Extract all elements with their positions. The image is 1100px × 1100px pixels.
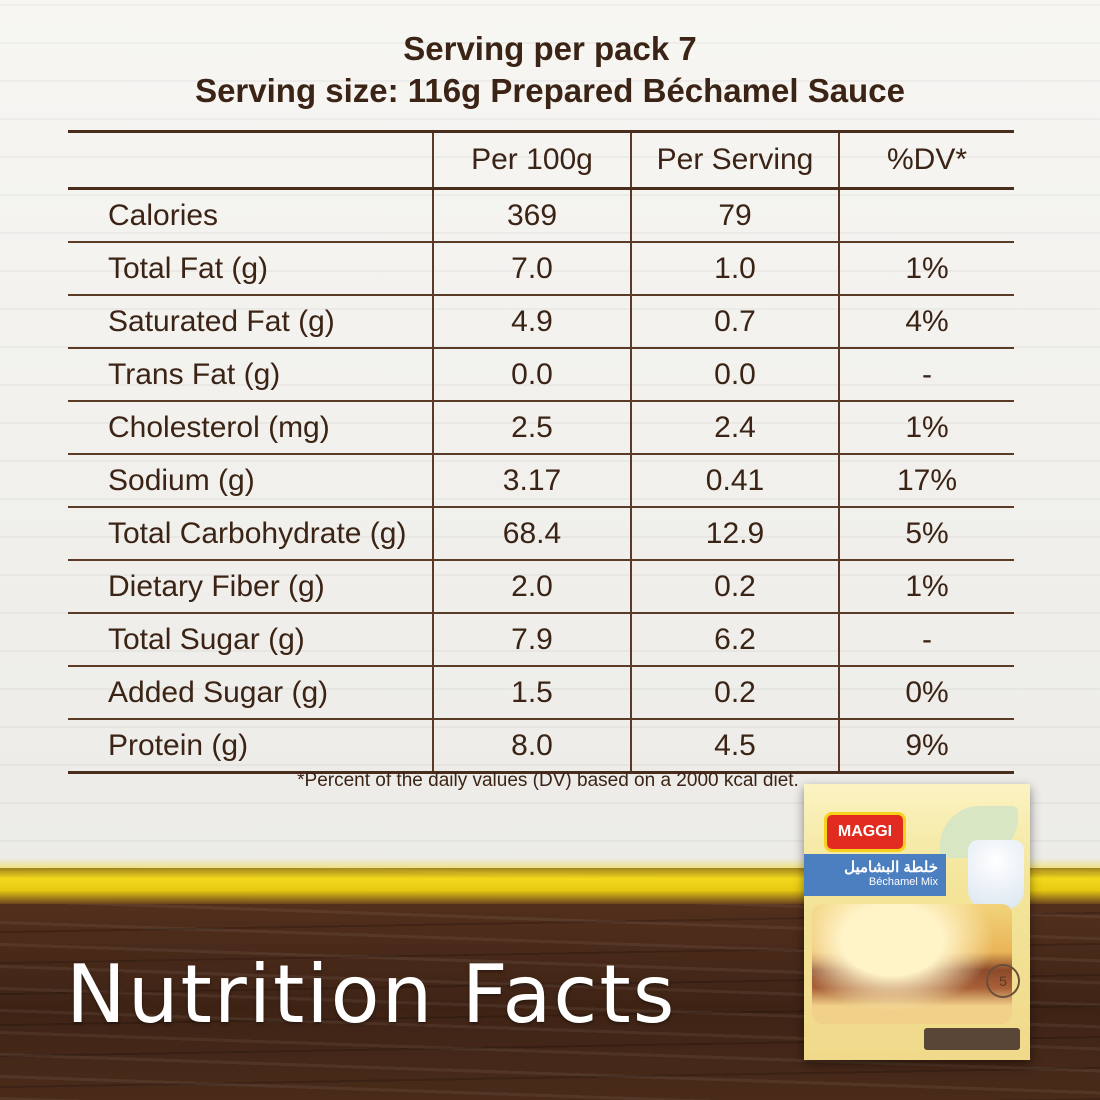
table-row: Dietary Fiber (g) 2.0 0.2 1%: [68, 560, 1014, 613]
value-per-serving: 2.4: [630, 401, 839, 454]
table-row: Total Fat (g) 7.0 1.0 1%: [68, 242, 1014, 295]
servings-per-pack: Serving per pack 7: [403, 30, 697, 67]
value-per-100g: 2.0: [432, 560, 631, 613]
timer-icon: 5: [986, 964, 1020, 998]
nutrient-label: Added Sugar (g): [108, 675, 329, 709]
brand-logo: MAGGI: [824, 812, 906, 852]
value-dv: 4%: [838, 295, 1014, 348]
table-row: Total Carbohydrate (g) 68.4 12.9 5%: [68, 507, 1014, 560]
nutrient-label: Total Fat (g): [108, 251, 269, 285]
product-name-english: Béchamel Mix: [868, 876, 938, 888]
table-row: Trans Fat (g) 0.0 0.0-: [68, 348, 1014, 401]
nutrition-strip: [924, 1028, 1020, 1050]
value-dv: -: [838, 348, 1014, 401]
table-row: Protein (g) 8.0 4.5 9%: [68, 719, 1014, 773]
value-dv: 1%: [838, 401, 1014, 454]
value-per-serving: 0.41: [630, 454, 839, 507]
product-pack-image: MAGGI خلطة البشاميل Béchamel Mix 5: [804, 784, 1030, 1060]
header-per-100g: Per 100g: [432, 131, 631, 189]
table-row: Sodium (g) 3.17 0.41 17%: [68, 454, 1014, 507]
value-per-serving: 6.2: [630, 613, 839, 666]
value-per-100g: 2.5: [432, 401, 631, 454]
value-per-100g: 369: [432, 188, 631, 242]
value-dv: 9%: [838, 719, 1014, 773]
value-per-serving: 0.2: [630, 666, 839, 719]
nutrient-label: Saturated Fat (g): [108, 304, 335, 338]
nutrient-label: Total Carbohydrate (g): [108, 516, 407, 550]
nutrient-label: Sodium (g): [108, 463, 255, 497]
header-empty: [68, 132, 433, 189]
value-per-100g: 7.0: [432, 242, 631, 295]
value-per-100g: 3.17: [432, 454, 631, 507]
nutrition-facts-title: Nutrition Facts: [66, 948, 677, 1041]
product-name-arabic: خلطة البشاميل: [844, 859, 938, 876]
value-dv: 5%: [838, 507, 1014, 560]
value-dv: 0%: [838, 666, 1014, 719]
table-row: Total Sugar (g) 7.9 6.2-: [68, 613, 1014, 666]
value-per-serving: 0.0: [630, 348, 839, 401]
value-per-serving: 0.2: [630, 560, 839, 613]
value-per-100g: 8.0: [432, 719, 631, 773]
table-row: Calories 369 79: [68, 188, 1014, 242]
footnote: *Percent of the daily values (DV) based …: [297, 770, 799, 791]
nutrition-table: Per 100g Per Serving %DV* Calories 369 79 T…: [68, 130, 1014, 774]
value-dv: -: [838, 613, 1014, 666]
nutrient-label: Calories: [108, 198, 219, 232]
value-dv: 17%: [838, 454, 1014, 507]
nutrient-label: Trans Fat (g): [108, 357, 281, 391]
value-per-100g: 1.5: [432, 666, 631, 719]
header-per-serving: Per Serving: [630, 131, 839, 189]
table-row: Added Sugar (g) 1.5 0.2 0%: [68, 666, 1014, 719]
value-per-serving: 79: [630, 188, 839, 242]
nutrient-label: Dietary Fiber (g): [108, 569, 325, 603]
value-dv: 1%: [838, 242, 1014, 295]
value-per-100g: 0.0: [432, 348, 631, 401]
value-per-100g: 68.4: [432, 507, 631, 560]
product-name-banner: خلطة البشاميل Béchamel Mix: [804, 854, 946, 896]
value-dv: [838, 188, 1014, 242]
value-per-serving: 12.9: [630, 507, 839, 560]
serving-size: Serving size: 116g Prepared Béchamel Sau…: [195, 72, 905, 109]
value-per-serving: 0.7: [630, 295, 839, 348]
nutrient-label: Total Sugar (g): [108, 622, 305, 656]
table-header-row: Per 100g Per Serving %DV*: [68, 131, 1014, 189]
table-row: Saturated Fat (g) 4.9 0.7 4%: [68, 295, 1014, 348]
table-row: Cholesterol (mg) 2.5 2.4 1%: [68, 401, 1014, 454]
value-per-serving: 1.0: [630, 242, 839, 295]
value-per-serving: 4.5: [630, 719, 839, 773]
nutrient-label: Cholesterol (mg): [108, 410, 330, 444]
header-dv: %DV*: [838, 131, 1014, 189]
value-per-100g: 7.9: [432, 613, 631, 666]
milk-cup-image: [968, 840, 1024, 910]
value-per-100g: 4.9: [432, 295, 631, 348]
lasagna-photo: [812, 904, 1012, 1024]
nutrient-label: Protein (g): [108, 728, 249, 762]
value-dv: 1%: [838, 560, 1014, 613]
